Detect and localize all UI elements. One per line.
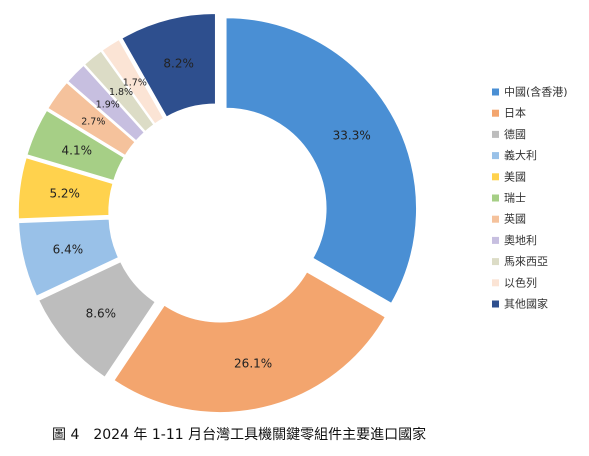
donut-slice [17,218,120,298]
donut-slice [120,12,217,119]
donut-slice [83,49,156,133]
legend-label: 瑞士 [504,191,526,205]
legend-swatch [492,300,499,308]
legend-swatch [492,236,499,244]
legend-swatch [492,258,499,266]
legend-label: 奧地利 [504,234,537,247]
donut-slice [112,270,387,414]
slice-value-label: 1.8% [109,87,133,98]
slice-value-label: 6.4% [53,243,84,257]
legend-label: 中國(含香港) [504,85,568,99]
slice-value-label: 33.3% [333,129,371,143]
legend-label: 義大利 [504,148,537,162]
slice-value-label: 8.6% [86,307,117,321]
figure-caption: 圖 4 2024 年 1-11 月台灣工具機關鍵零組件主要進口國家 [52,427,427,443]
donut-slice [225,16,418,305]
legend-swatch [492,152,499,160]
legend-label: 美國 [504,170,526,183]
slice-value-label: 2.7% [81,116,105,127]
legend-swatch [492,215,499,223]
legend-swatch [492,130,499,138]
legend-label: 英國 [504,212,526,226]
donut-slice [25,109,126,182]
slice-value-label: 1.9% [96,99,120,110]
donut-slice [46,81,137,157]
legend-label: 其他國家 [504,297,548,311]
legend-swatch [492,279,499,287]
slice-value-label: 1.7% [123,77,147,88]
legend-swatch [492,173,499,181]
slice-labels: 33.3% 26.1% 8.6% 6.4% 5.2% 4.1% 2.7% 1.9%1.8%1.… [49,57,370,371]
donut-slices [17,12,418,414]
legend-label: 日本 [504,106,526,120]
legend-swatch [492,109,499,117]
legend-label: 以色列 [504,275,537,289]
donut-slice [100,38,165,126]
legend-label: 馬來西亞 [504,255,548,268]
legend-swatch [492,194,499,202]
slice-value-label: 5.2% [49,187,80,201]
slice-value-label: 8.2% [163,57,194,71]
donut-slice [66,63,146,143]
donut-slice [37,260,157,379]
donut-slice [17,156,115,220]
legend-swatch [492,88,499,96]
slice-value-label: 4.1% [62,143,93,157]
slice-value-label: 26.1% [234,356,272,370]
legend-label: 德國 [504,127,526,141]
